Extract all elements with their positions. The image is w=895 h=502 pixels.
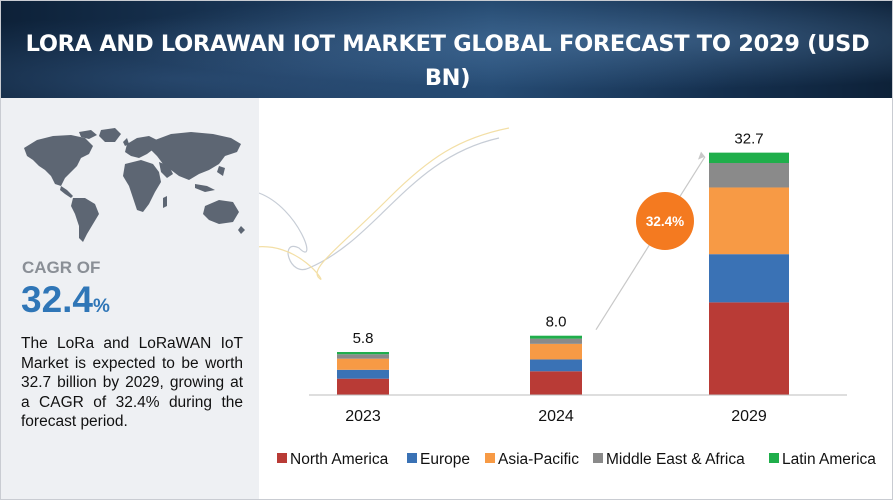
- x-tick-label-2024: 2024: [538, 408, 574, 425]
- bar-segment-2024-asia-pacific: [530, 343, 582, 360]
- bar-segment-2024-middle-east-africa: [530, 338, 582, 344]
- legend-label-europe: Europe: [420, 451, 470, 468]
- cagr-bubble: [636, 192, 694, 250]
- cagr-bubble-label: 32.4%: [646, 214, 684, 229]
- cagr-label: CAGR OF: [22, 258, 101, 277]
- bar-segment-2029-asia-pacific: [709, 187, 789, 255]
- chart-title: LORA AND LORAWAN IOT MARKET GLOBAL FOREC…: [25, 31, 870, 91]
- legend-swatch-asia-pacific: [485, 453, 495, 463]
- cagr-number: 32.4: [21, 279, 94, 320]
- header-background: [1, 1, 892, 98]
- bar-segment-2029-europe: [709, 254, 789, 303]
- summary-panel: CAGR OF 32.4% The LoRa and LoRaWAN IoT M…: [1, 98, 259, 499]
- cagr-annotation: 32.4%: [595, 151, 706, 331]
- x-tick-label-2023: 2023: [345, 408, 381, 425]
- legend-label-middle-east-africa: Middle East & Africa: [606, 451, 745, 468]
- bar-segment-2023-middle-east-africa: [337, 354, 389, 359]
- legend-label-asia-pacific: Asia-Pacific: [498, 451, 579, 468]
- cagr-unit: %: [93, 296, 110, 317]
- bar-segment-2024-europe: [530, 359, 582, 372]
- growth-arrow-head: [698, 151, 705, 160]
- bar-segment-2029-middle-east-africa: [709, 163, 789, 188]
- stacked-bar-chart: 5.8 8.0 32.7 32.4% 2023 2024 2029 North Amer…: [259, 127, 876, 468]
- legend-label-north-america: North America: [290, 451, 389, 468]
- world-map-icon: [24, 128, 245, 242]
- legend-swatch-north-america: [277, 453, 287, 463]
- legend-swatch-europe: [407, 453, 417, 463]
- bar-segment-2023-latin-america: [337, 352, 389, 355]
- legend: North America Europe Asia-Pacific Middle Ea…: [277, 451, 876, 468]
- total-label-2029: 32.7: [734, 131, 763, 148]
- legend-swatch-latin-america: [769, 453, 779, 463]
- bar-segment-2029-north-america: [709, 302, 789, 395]
- total-label-2023: 5.8: [353, 330, 374, 347]
- x-axis-ticks: 2023 2024 2029: [345, 408, 767, 425]
- bar-segment-2029-latin-america: [709, 152, 789, 164]
- legend-label-latin-america: Latin America: [782, 451, 876, 468]
- legend-swatch-middle-east-africa: [593, 453, 603, 463]
- bar-segment-2023-europe: [337, 369, 389, 379]
- market-description: The LoRa and LoRaWAN IoT Market is expec…: [21, 335, 243, 430]
- x-tick-label-2029: 2029: [731, 408, 767, 425]
- cagr-value: 32.4%: [21, 279, 110, 321]
- bar-segment-2023-north-america: [337, 378, 389, 395]
- bar-segment-2023-asia-pacific: [337, 358, 389, 370]
- header-banner: LORA AND LORAWAN IOT MARKET GLOBAL FOREC…: [1, 1, 892, 98]
- decorative-swirl: [259, 127, 510, 280]
- bar-segment-2024-north-america: [530, 371, 582, 395]
- total-label-2024: 8.0: [546, 314, 567, 331]
- bar-segment-2024-latin-america: [530, 335, 582, 339]
- bars-layer: 5.8 8.0 32.7: [337, 131, 789, 395]
